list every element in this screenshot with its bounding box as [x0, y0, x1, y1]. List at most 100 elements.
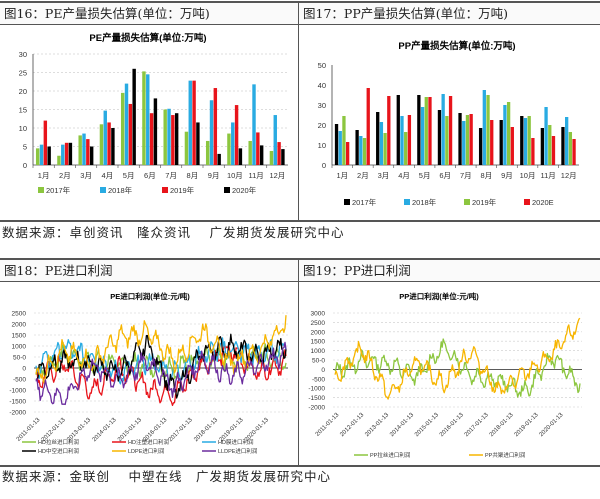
bar: [78, 135, 82, 165]
x-tick-label: 7月: [460, 171, 472, 180]
bar: [269, 150, 274, 165]
bar: [47, 146, 51, 165]
pe-import-profit-chart-svg: PE进口利润(单位:元/吨) -2000 -1500 -1000 -500 0 50-0 10…: [9, 291, 288, 455]
y-tick-label: 50-0: [312, 358, 325, 365]
bar: [441, 94, 445, 165]
bar: [383, 133, 387, 165]
chart-title: PP进口利润(单位:元/吨): [399, 291, 479, 301]
legend-swatch: [404, 199, 410, 205]
bar: [503, 105, 507, 165]
bar: [342, 116, 346, 165]
y-tick-label: -2000: [9, 410, 26, 417]
bar: [458, 113, 462, 165]
bar: [407, 115, 412, 165]
x-tick-label: 8月: [481, 171, 493, 180]
bar: [252, 84, 256, 165]
x-tick-label: 2018-01-13: [193, 417, 219, 443]
bar: [345, 142, 350, 165]
x-tick-label: 11月: [540, 171, 555, 180]
y-tick-label: 25: [19, 69, 27, 78]
x-tick-label: 9月: [208, 171, 220, 180]
x-tick-label: 2014-01-13: [92, 417, 118, 443]
x-tick-label: 10月: [520, 171, 536, 180]
bar: [478, 128, 483, 165]
bar: [551, 136, 556, 165]
bar: [259, 145, 264, 165]
series-line: [334, 317, 581, 400]
x-tick-label: 6月: [439, 171, 451, 180]
x-tick-label: 5月: [123, 171, 135, 180]
bar: [248, 140, 252, 165]
x-tick-label: 2016-01-13: [439, 412, 465, 438]
figure-16-title: 图16：PE产量损失估算(单位：万吨): [0, 3, 298, 25]
bar: [192, 80, 196, 165]
y-tick-label: -2000: [308, 405, 325, 412]
bar: [238, 148, 243, 165]
top-figures-row: 图16：PE产量损失估算(单位：万吨) PE产量损失估算(单位:万吨) 0 5 10 1…: [0, 1, 600, 222]
bar: [217, 153, 221, 165]
x-tick-label: 9月: [501, 171, 513, 180]
y-tick-label: 1000: [311, 348, 326, 355]
legend-label: 2018年: [412, 197, 437, 207]
bar: [417, 95, 421, 165]
y-tick-label: 20: [19, 87, 27, 96]
bar: [124, 83, 129, 165]
bar: [196, 122, 200, 165]
bar: [132, 68, 136, 165]
bar: [362, 138, 367, 165]
y-tick-label: 0: [23, 161, 27, 170]
y-tick-label: 40: [318, 81, 326, 90]
series-line: [35, 315, 287, 384]
bar: [540, 128, 545, 165]
x-tick-label: 2015-01-13: [414, 412, 440, 438]
y-tick-label: 2000: [311, 329, 326, 336]
pe-loss-chart: PE产量损失估算(单位:万吨) 0 5 10 15 20 25 30 1月 2月 3月 4月 5月 6月 7…: [0, 25, 298, 220]
bar: [89, 146, 94, 165]
bar: [387, 96, 391, 165]
x-tick-label: 10月: [227, 171, 243, 180]
legend-label: HD中空进口利润: [38, 447, 79, 455]
series-line: [35, 333, 287, 399]
pp-loss-chart-svg: PP产量损失估算(单位:万吨) 0 10 20 30 40 50 1月 2月 3月 4月 5月 6月 7月…: [318, 40, 579, 207]
figure-18-panel: 图18：PE进口利润 PE进口利润(单位:元/吨) -2000 -1500 -1000…: [0, 260, 299, 465]
x-tick-label: 6月: [144, 171, 156, 180]
figure-17-panel: 图17：PP产量损失估算(单位：万吨) PP产量损失估算(单位:万吨) 0 10 20…: [299, 3, 600, 220]
bar: [227, 133, 231, 165]
bar: [499, 120, 503, 165]
bar: [469, 114, 473, 165]
y-tick-label: -1500: [9, 399, 26, 406]
legend-label: 2017年: [46, 185, 71, 195]
y-tick-label: 0: [22, 366, 26, 373]
bar: [163, 109, 167, 165]
bar: [57, 155, 61, 165]
bar: [153, 98, 158, 165]
legend-label: 2018年: [108, 185, 133, 195]
x-tick-label: 1月: [336, 171, 348, 180]
y-tick-label: 15: [19, 106, 27, 115]
bar: [523, 118, 528, 165]
bar: [188, 80, 192, 165]
figure-16-panel: 图16：PE产量损失估算(单位：万吨) PE产量损失估算(单位:万吨) 0 5 10 1…: [0, 3, 299, 220]
legend-swatch: [224, 187, 230, 193]
legend-label: LDPE进口利润: [128, 447, 165, 455]
x-tick-label: 8月: [187, 171, 199, 180]
legend-label: HD膜进口利润: [218, 438, 254, 446]
bar: [420, 107, 425, 165]
bar: [142, 71, 146, 165]
y-tick-label: 50-0: [13, 355, 26, 362]
x-tick-label: 12月: [561, 171, 577, 180]
y-tick-label: 1000: [12, 344, 27, 351]
y-tick-label: 5: [23, 143, 27, 152]
bar: [379, 122, 384, 165]
x-tick-label: 2018-01-13: [489, 412, 515, 438]
bar: [334, 124, 339, 165]
bar: [396, 95, 400, 165]
bar: [465, 115, 470, 165]
y-tick-label: 10: [19, 124, 27, 133]
figure-18-title: 图18：PE进口利润: [0, 260, 298, 282]
bar: [103, 110, 107, 165]
bar: [107, 122, 111, 165]
bar: [482, 90, 486, 165]
legend-label: PP共聚进口利润: [485, 451, 526, 459]
legend-label: PP拉丝进口利润: [370, 451, 411, 459]
